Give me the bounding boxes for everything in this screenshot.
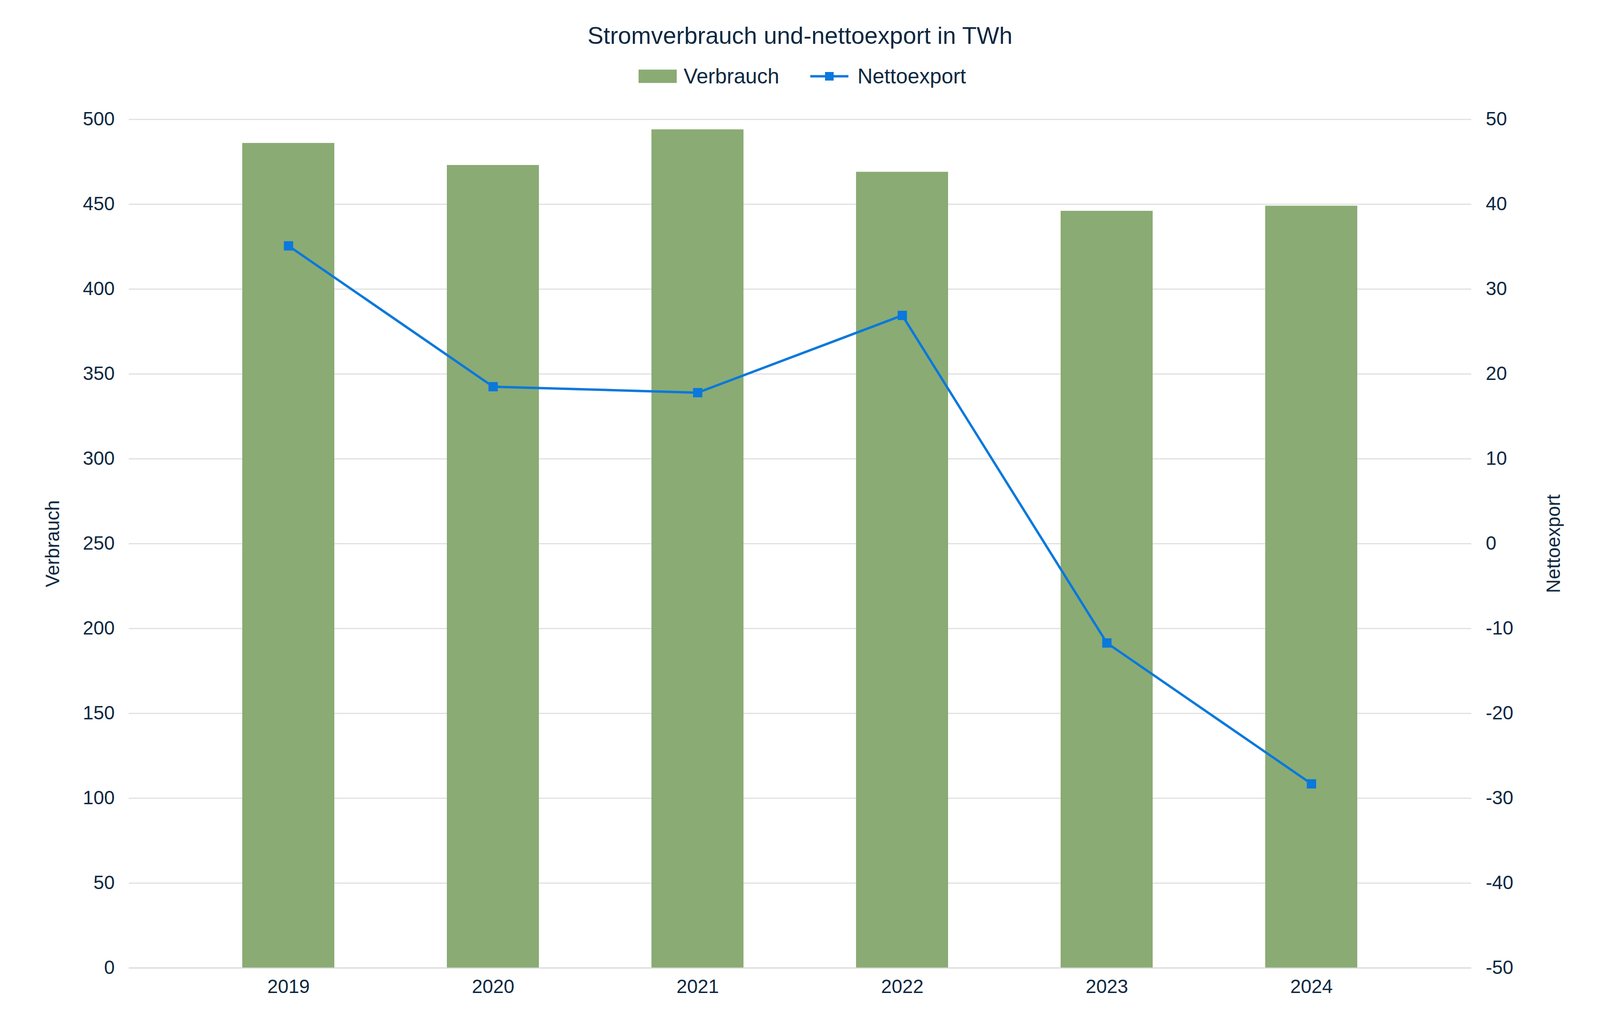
- svg-text:350: 350: [82, 362, 115, 384]
- svg-text:0: 0: [103, 957, 115, 979]
- svg-text:-10: -10: [1486, 617, 1514, 639]
- svg-text:-40: -40: [1486, 872, 1514, 894]
- svg-text:100: 100: [82, 787, 115, 809]
- svg-text:200: 200: [82, 617, 115, 639]
- html-text:Stromverbrauch und-nettoexport: Stromverbrauch und-nettoexport in TWh: [587, 22, 1013, 50]
- svg-text:50: 50: [1486, 108, 1508, 130]
- html-text:Verbrauch: Verbrauch: [683, 64, 780, 88]
- svg-text:450: 450: [82, 193, 115, 215]
- svg-text:150: 150: [82, 702, 115, 724]
- svg-text:300: 300: [82, 447, 115, 469]
- svg-text:500: 500: [82, 108, 115, 130]
- svg-text:50: 50: [93, 872, 115, 894]
- svg-text:2024: 2024: [1290, 976, 1333, 998]
- svg-text:2019: 2019: [267, 976, 310, 998]
- svg-text:400: 400: [82, 278, 115, 300]
- svg-text:-50: -50: [1486, 957, 1514, 979]
- svg-text:2023: 2023: [1085, 976, 1129, 998]
- svg-text:-30: -30: [1486, 787, 1514, 809]
- svg-text:250: 250: [82, 532, 115, 554]
- svg-text:30: 30: [1486, 278, 1508, 300]
- svg-text:2021: 2021: [676, 976, 720, 998]
- svg-text:10: 10: [1486, 447, 1508, 469]
- svg-text:-20: -20: [1486, 702, 1514, 724]
- svg-text:Verbrauch: Verbrauch: [41, 500, 63, 588]
- svg-text:40: 40: [1486, 193, 1508, 215]
- svg-text:2022: 2022: [881, 976, 924, 998]
- html-text:Nettoexport: Nettoexport: [857, 64, 966, 88]
- svg-text:0: 0: [1486, 532, 1497, 554]
- svg-text:20: 20: [1486, 362, 1508, 384]
- svg-text:Nettoexport: Nettoexport: [1542, 494, 1564, 594]
- svg-text:2020: 2020: [472, 976, 515, 998]
